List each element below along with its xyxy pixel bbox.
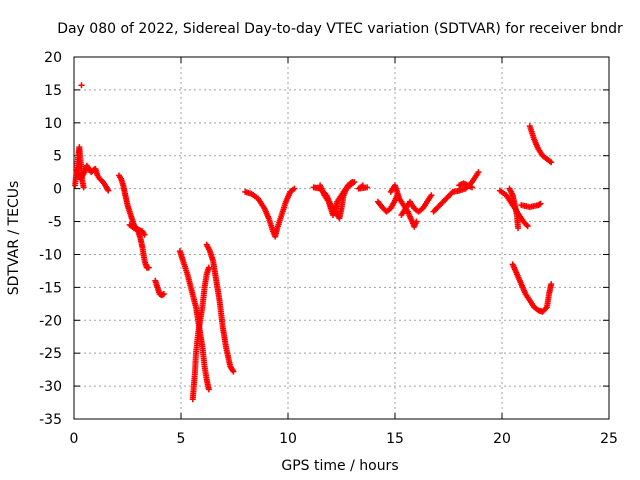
y-tick-label: -5 [48, 215, 62, 231]
data-point [80, 184, 87, 191]
y-axis-label: SDTVAR / TECUs [6, 181, 22, 296]
data-point [523, 222, 530, 229]
x-tick-labels: 0 5 10 15 20 25 [70, 431, 618, 447]
series-arc-05 [126, 221, 148, 238]
y-tick-label: -10 [39, 247, 62, 263]
x-tick-label: 15 [386, 431, 404, 447]
y-tick-label: -35 [39, 412, 62, 428]
data-point [105, 187, 112, 194]
y-tick-label: 5 [53, 149, 62, 165]
series-arc-13 [355, 182, 371, 192]
series-arc-20 [506, 185, 522, 232]
data-point [205, 386, 212, 393]
series-arc-17 [430, 169, 482, 215]
chart-title: Day 080 of 2022, Sidereal Day-to-day VTE… [57, 21, 623, 37]
y-tick-label: -25 [39, 346, 62, 362]
series-arc-09 [203, 241, 237, 375]
data-point [515, 225, 522, 232]
y-tick-labels: -35 -30 -25 -20 -15 -10 -5 0 5 10 15 20 [39, 50, 62, 428]
data-point [524, 223, 531, 230]
x-axis-label: GPS time / hours [281, 458, 398, 474]
data-point [469, 184, 476, 191]
y-tick-label: -20 [39, 313, 62, 329]
series-arc-06 [152, 277, 167, 299]
data-point [230, 368, 237, 375]
x-tick-label: 0 [70, 431, 79, 447]
data-points [72, 82, 555, 403]
data-point [475, 169, 482, 176]
y-tick-label: -15 [39, 280, 62, 296]
x-tick-label: 20 [493, 431, 511, 447]
data-point [141, 231, 148, 238]
data-point [548, 281, 555, 288]
plot-frame [73, 56, 610, 420]
data-point [364, 184, 371, 191]
y-tick-label: 0 [53, 182, 62, 198]
series-arc-04 [115, 172, 152, 271]
y-tick-label: -30 [39, 379, 62, 395]
series-arc-02 [73, 162, 112, 194]
grid-lines [74, 57, 609, 419]
data-point [78, 82, 85, 89]
series-arc-22 [526, 123, 555, 166]
series-arc-12 [310, 179, 356, 222]
series-arc-03 [78, 82, 85, 89]
data-point [428, 192, 435, 199]
data-point [145, 264, 152, 271]
series-arc-21 [518, 200, 544, 211]
tick-marks [73, 56, 610, 420]
series-arc-08 [189, 264, 212, 403]
data-point [537, 200, 544, 207]
y-tick-label: 20 [44, 50, 62, 66]
data-point [205, 264, 212, 271]
series-arc-16 [398, 192, 435, 218]
data-point [548, 159, 555, 166]
y-tick-label: 10 [44, 116, 62, 132]
x-tick-label: 25 [600, 431, 618, 447]
data-point [542, 305, 549, 312]
data-point [160, 290, 167, 297]
series-arc-23 [509, 261, 555, 315]
series-arc-10 [242, 185, 298, 240]
data-point [291, 185, 298, 192]
x-tick-label: 5 [177, 431, 186, 447]
data-point [413, 218, 420, 225]
data-point [349, 179, 356, 186]
y-tick-label: 15 [44, 83, 62, 99]
x-tick-label: 10 [279, 431, 297, 447]
series-arc-18 [456, 180, 476, 191]
